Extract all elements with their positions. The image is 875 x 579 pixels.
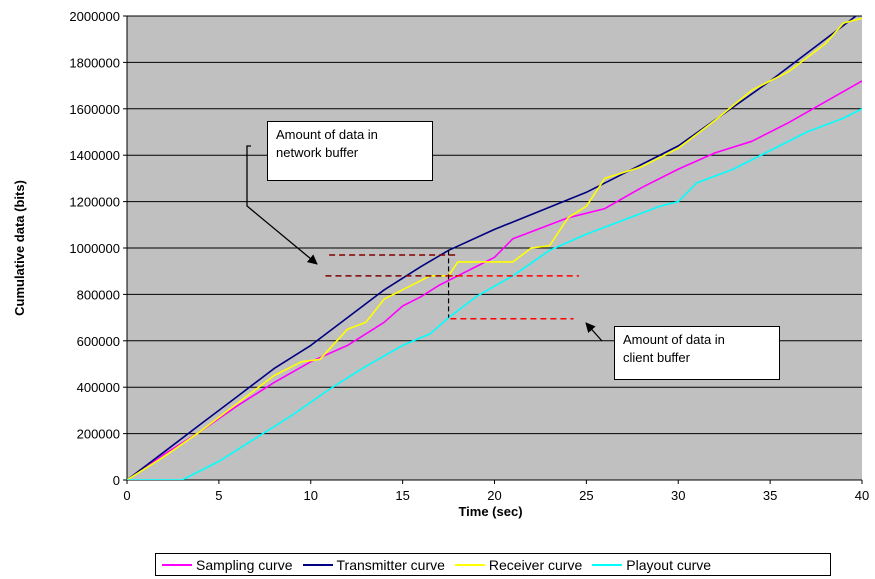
legend-item: Receiver curve <box>454 556 583 573</box>
network-buffer-callout: Amount of data in network buffer <box>267 121 433 181</box>
client-buffer-callout: Amount of data in client buffer <box>614 326 780 380</box>
x-axis-title: Time (sec) <box>458 504 522 519</box>
y-tick-label: 200000 <box>77 427 120 442</box>
network-callout-line-2: network buffer <box>276 145 359 160</box>
legend-label: Transmitter curve <box>336 556 445 573</box>
network-callout-line-1: Amount of data in <box>276 127 378 142</box>
legend-item: Sampling curve <box>162 557 293 573</box>
network-callout-arrow <box>246 145 318 265</box>
y-tick-label: 400000 <box>77 380 120 395</box>
legend-item: Playout curve <box>592 557 711 573</box>
x-tick-label: 5 <box>215 488 222 503</box>
x-tick-label: 35 <box>763 488 777 503</box>
y-tick-label: 1000000 <box>69 241 120 256</box>
buffer-annotations <box>246 145 603 342</box>
y-tick-label: 800000 <box>77 287 120 302</box>
x-tick-label: 15 <box>395 488 409 503</box>
y-tick-label: 1800000 <box>69 55 120 70</box>
y-axis-title: Cumulative data (bits) <box>12 180 27 316</box>
y-tick-label: 2000000 <box>69 9 120 24</box>
x-tick-label: 40 <box>855 488 869 503</box>
legend-swatch <box>592 563 623 566</box>
legend-label: Receiver curve <box>488 556 583 573</box>
x-tick-label: 20 <box>487 488 501 503</box>
series-line-receiver-curve <box>127 17 862 480</box>
legend-label: Sampling curve <box>196 556 293 573</box>
client-callout-arrow <box>585 322 603 342</box>
x-tick-label: 25 <box>579 488 593 503</box>
series-line-sampling-curve <box>127 80 862 480</box>
x-tick-label: 0 <box>123 488 130 503</box>
tick-labels: 0 200000 400000 600000 800000 1000000 1200000 1… <box>69 9 869 503</box>
y-tick-label: 0 <box>113 473 120 488</box>
x-tick-label: 10 <box>304 488 318 503</box>
legend-label: Playout curve <box>626 556 712 573</box>
y-tick-label: 600000 <box>77 334 120 349</box>
series-lines <box>127 16 862 480</box>
legend-swatch <box>302 563 333 566</box>
gridlines <box>127 15 862 435</box>
client-callout-line-1: Amount of data in <box>623 332 725 347</box>
y-tick-label: 1200000 <box>69 195 120 210</box>
legend-swatch <box>454 563 485 566</box>
y-tick-label: 1400000 <box>69 148 120 163</box>
chart-legend: Sampling curve Transmitter curve Receiver … <box>155 553 831 576</box>
series-line-playout-curve <box>127 108 862 480</box>
y-tick-label: 1600000 <box>69 102 120 117</box>
client-callout-line-2: client buffer <box>623 350 690 365</box>
legend-swatch <box>162 563 192 566</box>
legend-item: Transmitter curve <box>302 556 445 573</box>
series-line-transmitter-curve <box>127 16 858 480</box>
x-tick-label: 30 <box>671 488 685 503</box>
